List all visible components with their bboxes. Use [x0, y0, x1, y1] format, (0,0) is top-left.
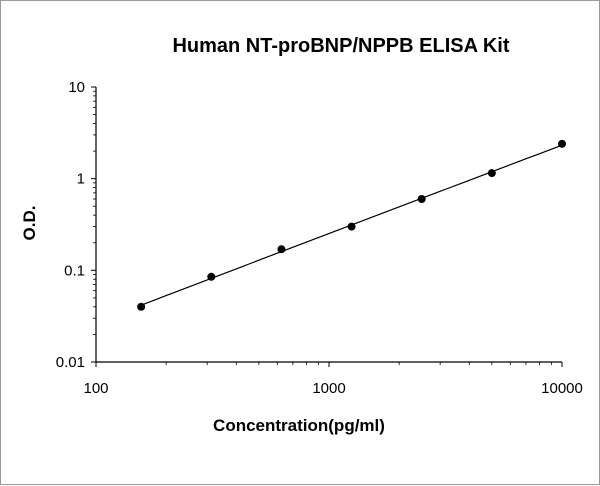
chart-title: Human NT-proBNP/NPPB ELISA Kit — [172, 35, 510, 57]
y-tick-label: 0.01 — [56, 354, 85, 371]
y-tick-label: 1 — [77, 171, 85, 188]
data-point — [347, 222, 356, 231]
x-tick-label: 10000 — [541, 380, 583, 397]
ticks: 0.01 0.1 1 10 100 1000 10000 — [56, 79, 583, 397]
axes — [95, 87, 562, 363]
data-point — [137, 302, 146, 311]
data-points — [137, 139, 566, 311]
data-point — [277, 245, 286, 254]
data-point — [558, 139, 566, 148]
x-tick-label: 1000 — [312, 380, 345, 397]
y-tick-label: 0.1 — [64, 262, 85, 279]
data-point — [417, 195, 426, 204]
data-point — [207, 272, 216, 281]
y-axis-title: O.D. — [20, 206, 39, 241]
x-axis-title: Concentration(pg/ml) — [213, 416, 385, 435]
x-tick-label: 100 — [83, 380, 108, 397]
y-tick-label: 10 — [68, 79, 85, 96]
data-point — [487, 169, 496, 178]
